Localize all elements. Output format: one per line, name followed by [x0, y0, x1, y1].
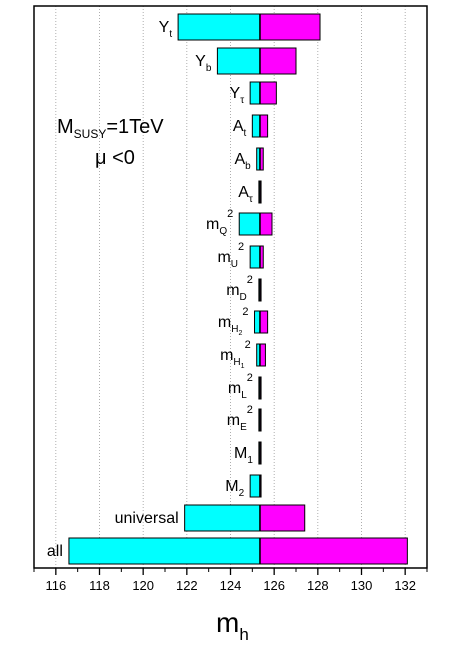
- annotation-line2: μ <0: [95, 147, 135, 169]
- bar-ab: [256, 147, 264, 171]
- bar-at: [251, 114, 269, 138]
- bar-me2: [258, 408, 262, 432]
- bar-low-ytau: [249, 81, 261, 105]
- bar-high-yb: [259, 47, 297, 75]
- bar-high-universal: [259, 504, 306, 532]
- label-at: At: [233, 118, 247, 139]
- bar-high-mh12: [259, 343, 266, 367]
- label-universal: universal: [115, 510, 179, 527]
- x-tick-label: 128: [307, 578, 329, 593]
- bar-mh22: [254, 310, 269, 334]
- bar-mu2: [249, 245, 264, 269]
- bar-yt: [177, 13, 321, 41]
- label-mh12: mH12: [220, 339, 251, 370]
- label-ab: Ab: [234, 151, 251, 172]
- bar-low-mh22: [254, 310, 261, 334]
- gridlines: [55, 6, 406, 568]
- label-yb: Yb: [195, 53, 212, 74]
- bar-low-yt: [177, 13, 261, 41]
- x-tick-label: 130: [351, 578, 373, 593]
- label-mq2: mQ2: [206, 208, 233, 237]
- bar-low-universal: [184, 504, 261, 532]
- bar-mh12: [256, 343, 266, 367]
- label-ml2: mL2: [228, 372, 253, 401]
- bar-ytau: [249, 81, 277, 105]
- bar-m1: [258, 441, 262, 465]
- x-tick-label: 132: [394, 578, 416, 593]
- label-mu2: mU2: [217, 241, 244, 270]
- x-axis-label: mh: [216, 607, 249, 644]
- label-ytau: Yτ: [230, 85, 245, 106]
- label-mh22: mH22: [218, 306, 249, 337]
- bar-high-all: [259, 537, 408, 565]
- label-md2: mD2: [226, 274, 253, 303]
- x-tick-label: 126: [263, 578, 285, 593]
- annotation-line1: MSUSY=1TeV: [57, 116, 164, 141]
- bar-yb: [216, 47, 297, 75]
- label-all: all: [47, 543, 63, 560]
- bars-layer: [68, 13, 408, 565]
- bar-high-mq2: [259, 212, 273, 236]
- bar-low-yb: [216, 47, 261, 75]
- x-tick-label: 122: [176, 578, 198, 593]
- label-m1: M1: [234, 445, 253, 466]
- bar-high-mh22: [259, 310, 269, 334]
- bar-low-all: [68, 537, 261, 565]
- bar-low-m2: [249, 474, 261, 498]
- bar-m2: [249, 474, 262, 498]
- bar-low-mq2: [238, 212, 261, 236]
- label-m2: M2: [225, 478, 244, 499]
- bar-low-mu2: [249, 245, 261, 269]
- x-tick-label: 118: [89, 578, 110, 593]
- label-atau: Aτ: [238, 184, 253, 205]
- bar-low-at: [251, 114, 261, 138]
- bar-mq2: [238, 212, 273, 236]
- bar-atau: [258, 180, 262, 204]
- bar-ml2: [258, 376, 262, 400]
- bar-all: [68, 537, 408, 565]
- x-tick-label: 120: [132, 578, 154, 593]
- label-yt: Yt: [159, 19, 173, 40]
- bar-high-at: [259, 114, 269, 138]
- x-tick-label: 124: [220, 578, 242, 593]
- bar-universal: [184, 504, 306, 532]
- x-axis-ticks: 116 118 120 122 124 126 128 130 132: [33, 568, 428, 593]
- bar-md2: [258, 278, 262, 302]
- bar-high-yt: [259, 13, 321, 41]
- label-me2: mE2: [227, 404, 253, 433]
- x-tick-label: 116: [45, 578, 66, 593]
- bar-high-ytau: [259, 81, 277, 105]
